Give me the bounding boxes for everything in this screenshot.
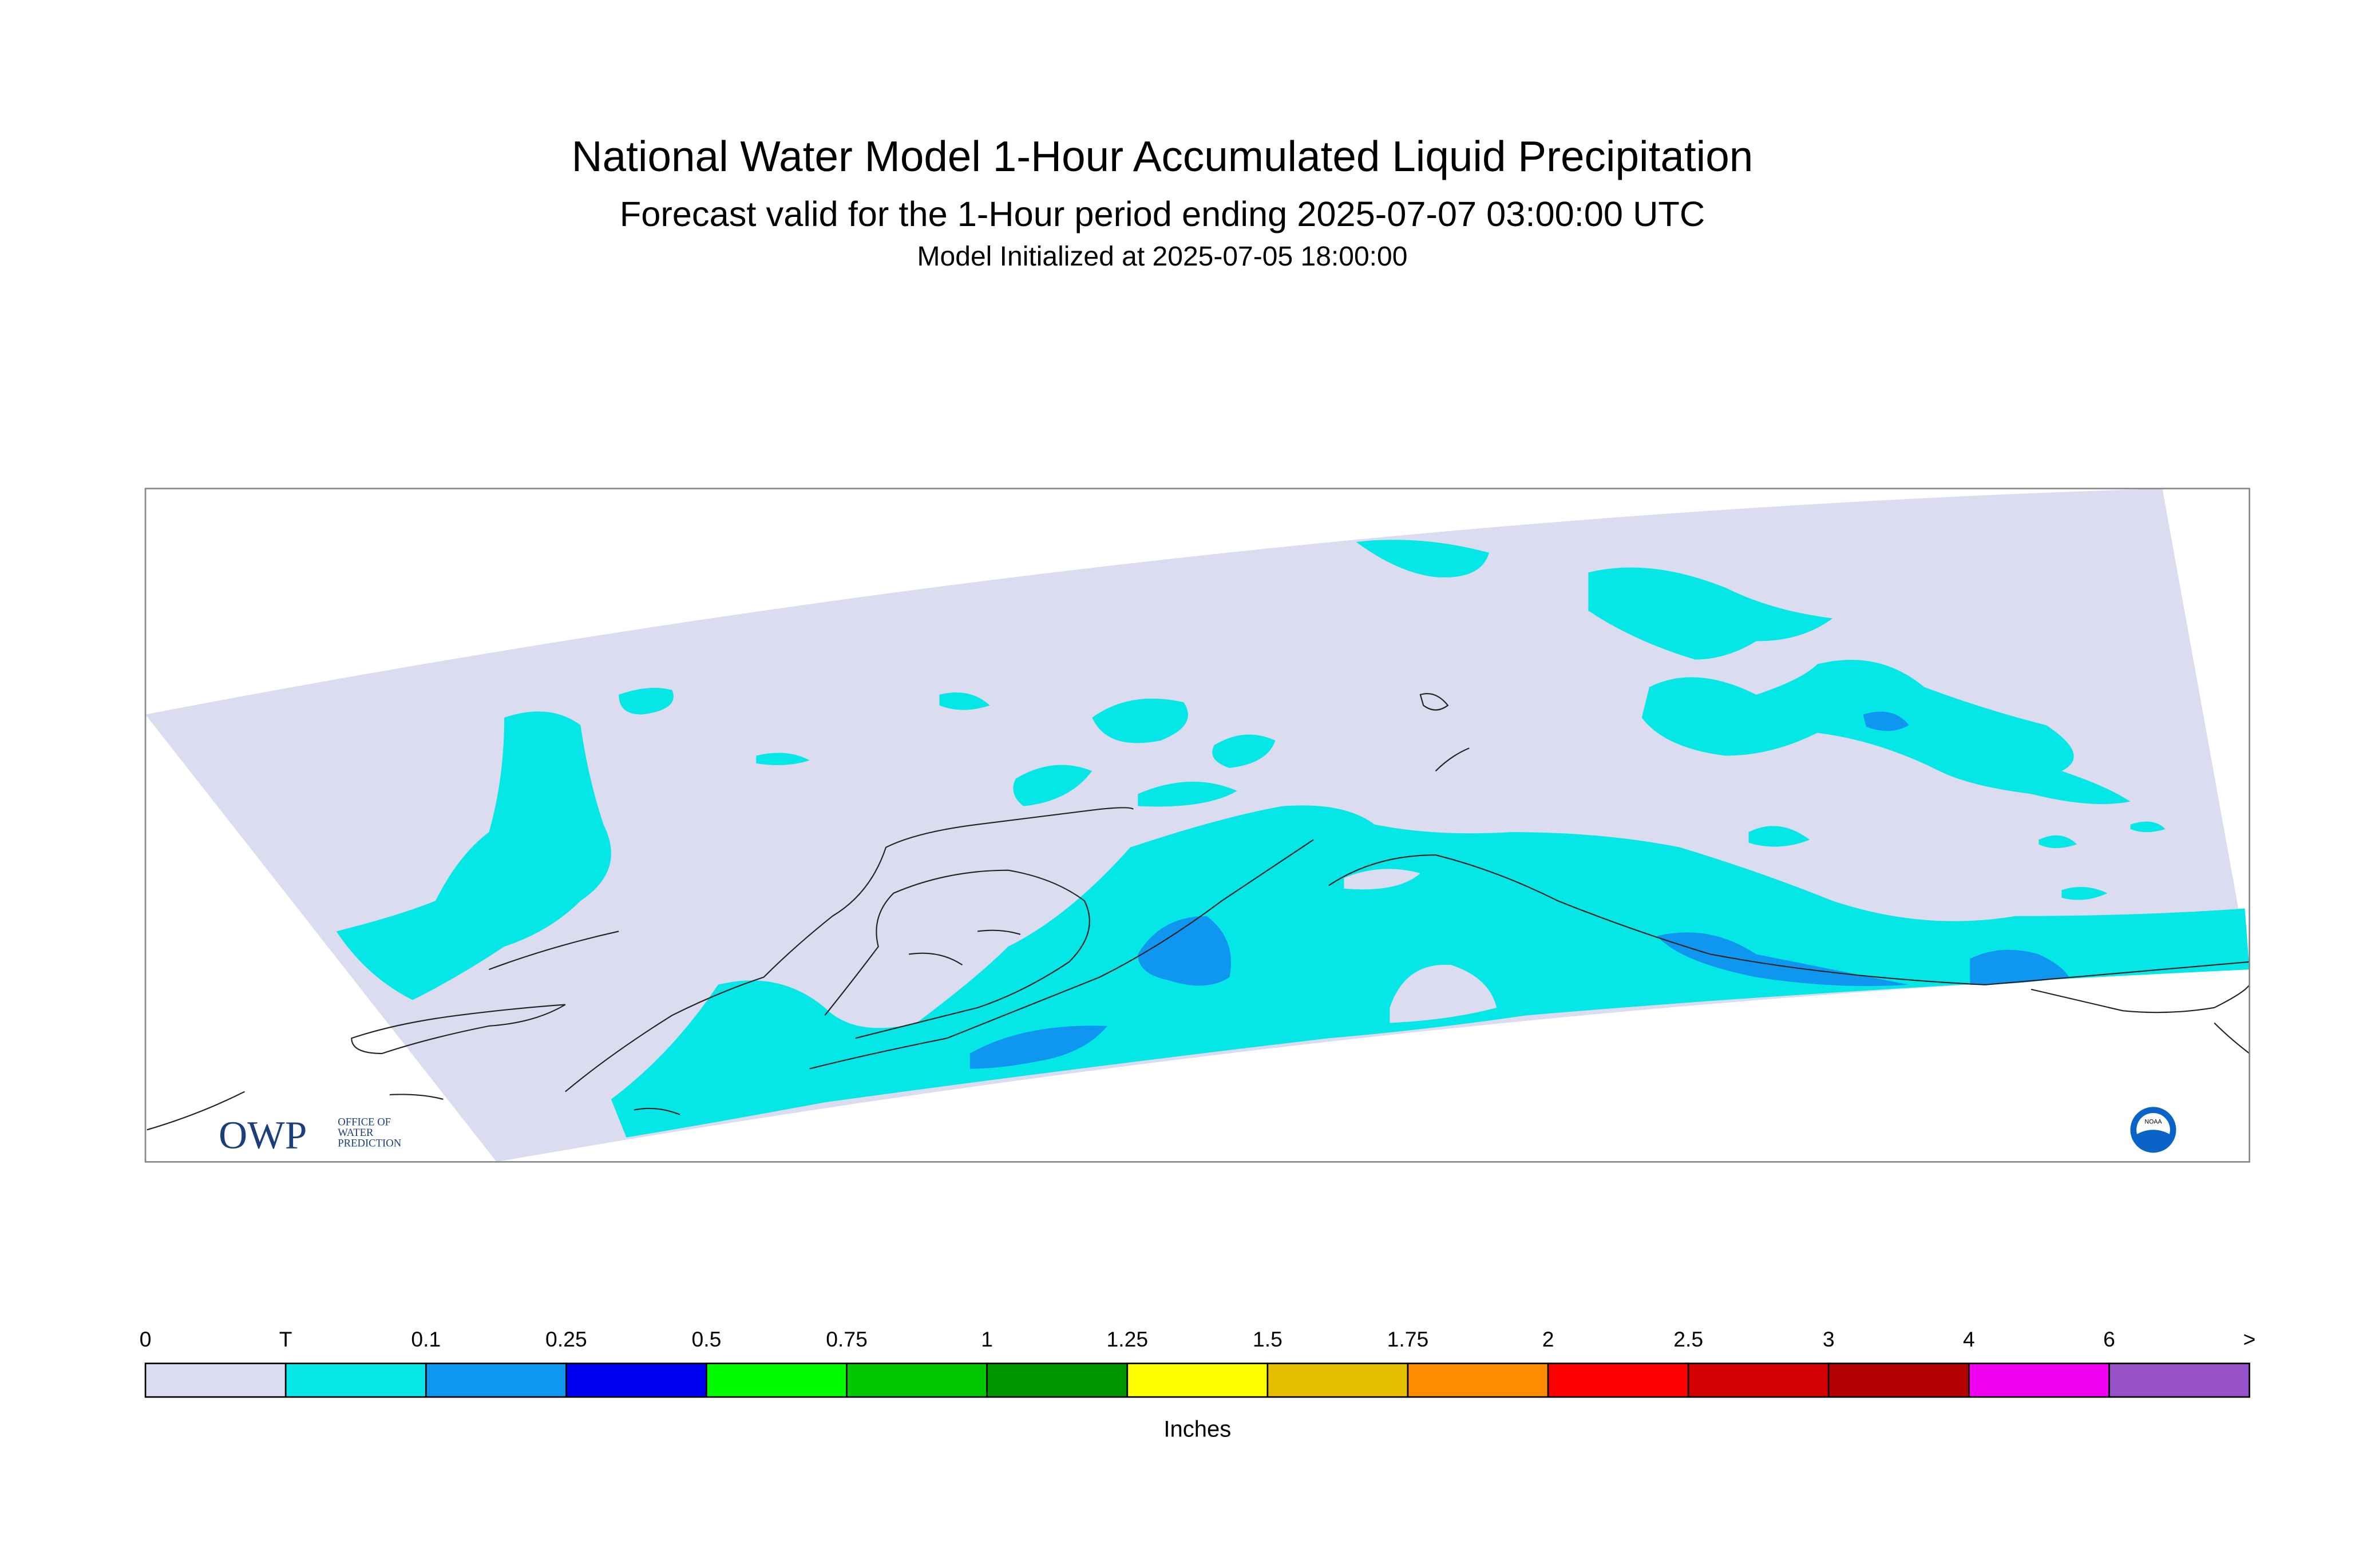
legend-label: 6 [2103,1327,2115,1351]
legend-label: 0.5 [692,1327,722,1351]
legend-units: Inches [1163,1417,1231,1442]
legend-swatch [1266,1363,1409,1398]
legend-swatch [425,1363,567,1398]
legend-label: 0.25 [545,1327,587,1351]
legend-label: 1.75 [1387,1327,1429,1351]
legend-swatch [986,1363,1129,1398]
noaa-logo-wave [2136,1130,2170,1151]
legend-swatch [1827,1363,1970,1398]
legend-swatch [284,1363,427,1398]
subtitle: Forecast valid for the 1-Hour period end… [620,195,1705,234]
legend-swatch [1687,1363,1830,1398]
legend-label: > [2243,1327,2256,1351]
legend-swatch [706,1363,848,1398]
legend-label: 2 [1542,1327,1554,1351]
legend-label: 3 [1823,1327,1835,1351]
legend-label: T [279,1327,292,1351]
light-precip [969,711,2069,1069]
coastline [147,693,2250,1131]
legend-label: 1.5 [1253,1327,1282,1351]
legend-swatch [1547,1363,1689,1398]
title: National Water Model 1-Hour Accumulated … [572,132,1753,180]
owp-logo-line: OFFICE OF [338,1116,391,1128]
init-time: Model Initialized at 2025-07-05 18:00:00 [917,241,1408,272]
noaa-logo-text: NOAA [2144,1119,2162,1126]
legend-swatch [1126,1363,1269,1398]
legend-label: 4 [1963,1327,1975,1351]
map-frame [144,488,2250,1163]
legend-swatch [1968,1363,2110,1398]
legend-label: 1.25 [1106,1327,1148,1351]
legend-label: 2.5 [1673,1327,1703,1351]
legend: 0 T 0.1 0.25 0.5 0.75 1 1.25 1.5 1.75 2 2.5 3 4 6 > [140,1327,2256,1398]
legend-swatch [144,1363,287,1398]
legend-swatch [1407,1363,1549,1398]
legend-swatch [846,1363,988,1398]
owp-logo: OWP [219,1113,307,1157]
owp-logo-line: WATER [338,1127,374,1139]
legend-swatch [565,1363,707,1398]
legend-label: 0.75 [826,1327,868,1351]
model-domain [145,488,2250,1162]
legend-label: 0 [140,1327,152,1351]
legend-label: 1 [981,1327,993,1351]
legend-swatch [2108,1363,2250,1398]
legend-label: 0.1 [411,1327,441,1351]
owp-logo-line: PREDICTION [338,1138,401,1150]
